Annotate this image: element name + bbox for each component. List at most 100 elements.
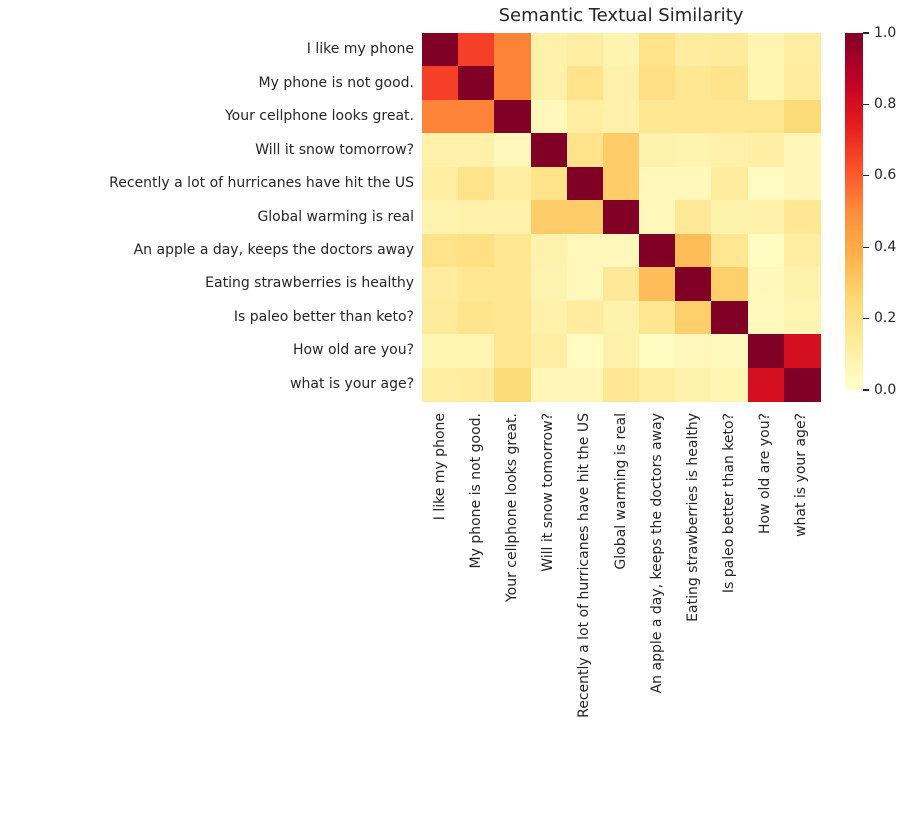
y-axis-label: An apple a day, keeps the doctors away [133,241,414,258]
heatmap-cell [675,133,713,168]
heatmap-cell [783,367,821,402]
heatmap-cell [494,133,532,168]
heatmap-cell [422,166,459,201]
x-axis-label: Global warming is real [612,413,629,570]
heatmap-cell [639,133,676,168]
heatmap-cell [530,267,568,302]
heatmap-cell [783,200,821,235]
y-axis-label: Global warming is real [257,208,414,225]
heatmap-cell [602,133,640,168]
heatmap-cell [747,334,785,369]
heatmap-cell [530,66,568,101]
heatmap-cell [458,233,495,268]
heatmap-cell [747,33,785,68]
heatmap-cell [566,300,604,335]
heatmap-cell [639,66,676,101]
x-axis-label: Is paleo better than keto? [721,413,738,594]
heatmap-cell [494,233,532,268]
heatmap-cell [711,166,749,201]
heatmap-cell [711,334,749,369]
heatmap-cell [783,133,821,168]
heatmap-cell [783,334,821,369]
heatmap-cell [602,166,640,201]
heatmap-cell [458,99,495,134]
heatmap-cell [675,200,713,235]
heatmap-cell [602,267,640,302]
heatmap-cell [602,99,640,134]
y-axis-label: Recently a lot of hurricanes have hit th… [109,175,414,192]
heatmap-cell [675,99,713,134]
heatmap-cell [422,300,459,335]
heatmap-cell [458,66,495,101]
heatmap-cell [639,166,676,201]
x-axis-label: My phone is not good. [467,413,484,569]
heatmap-cell [639,99,676,134]
heatmap-cell [530,367,568,402]
colorbar-gradient [845,33,863,390]
heatmap-cell [566,33,604,68]
x-axis-label: what is your age? [793,413,810,537]
heatmap-cell [422,200,459,235]
heatmap-cell [711,367,749,402]
heatmap-cell [675,166,713,201]
heatmap-cell [494,267,532,302]
heatmap-cell [530,200,568,235]
heatmap-cell [422,33,459,68]
colorbar-tick-label: 0.4 [874,238,897,255]
heatmap-cell [747,267,785,302]
y-axis-label: Eating strawberries is healthy [205,275,414,292]
heatmap-cell [458,334,495,369]
x-axis-label: Your cellphone looks great. [503,413,520,603]
y-axis-label: I like my phone [306,41,414,58]
heatmap-cell [711,233,749,268]
heatmap-cell [530,233,568,268]
heatmap-cell [494,300,532,335]
heatmap-cell [458,166,495,201]
heatmap-cell [675,300,713,335]
heatmap-cell [494,66,532,101]
heatmap-cell [783,267,821,302]
heatmap-cell [639,33,676,68]
heatmap-cell [602,200,640,235]
x-axis-label: I like my phone [431,413,448,521]
x-axis-label: How old are you? [757,413,774,535]
heatmap-cell [494,367,532,402]
heatmap-cell [639,334,676,369]
heatmap-cell [530,300,568,335]
heatmap-cell [422,133,459,168]
y-axis-label: what is your age? [290,375,414,392]
heatmap-cell [783,300,821,335]
heatmap-cell [747,133,785,168]
heatmap-cell [711,99,749,134]
colorbar-tick [863,175,869,177]
heatmap-cell [422,334,459,369]
heatmap-cell [639,300,676,335]
heatmap-cell [711,200,749,235]
heatmap-cell [494,200,532,235]
x-axis-label: Recently a lot of hurricanes have hit th… [576,413,593,718]
heatmap-cell [747,300,785,335]
heatmap-cell [602,66,640,101]
chart-title: Semantic Textual Similarity [498,5,744,26]
heatmap-cell [566,133,604,168]
heatmap-cell [675,66,713,101]
colorbar-tick [863,246,869,248]
heatmap-cell [566,367,604,402]
heatmap-cell [458,200,495,235]
heatmap-cell [566,200,604,235]
heatmap-cell [458,367,495,402]
heatmap-grid [422,33,821,402]
heatmap-cell [458,300,495,335]
heatmap-cell [422,66,459,101]
heatmap-cell [602,300,640,335]
heatmap-cell [783,33,821,68]
heatmap-cell [494,99,532,134]
x-axis-label: Eating strawberries is healthy [684,413,701,622]
heatmap-cell [747,200,785,235]
heatmap-cell [783,166,821,201]
heatmap-cell [747,99,785,134]
heatmap-cell [639,200,676,235]
heatmap-cell [458,133,495,168]
heatmap-cell [675,233,713,268]
